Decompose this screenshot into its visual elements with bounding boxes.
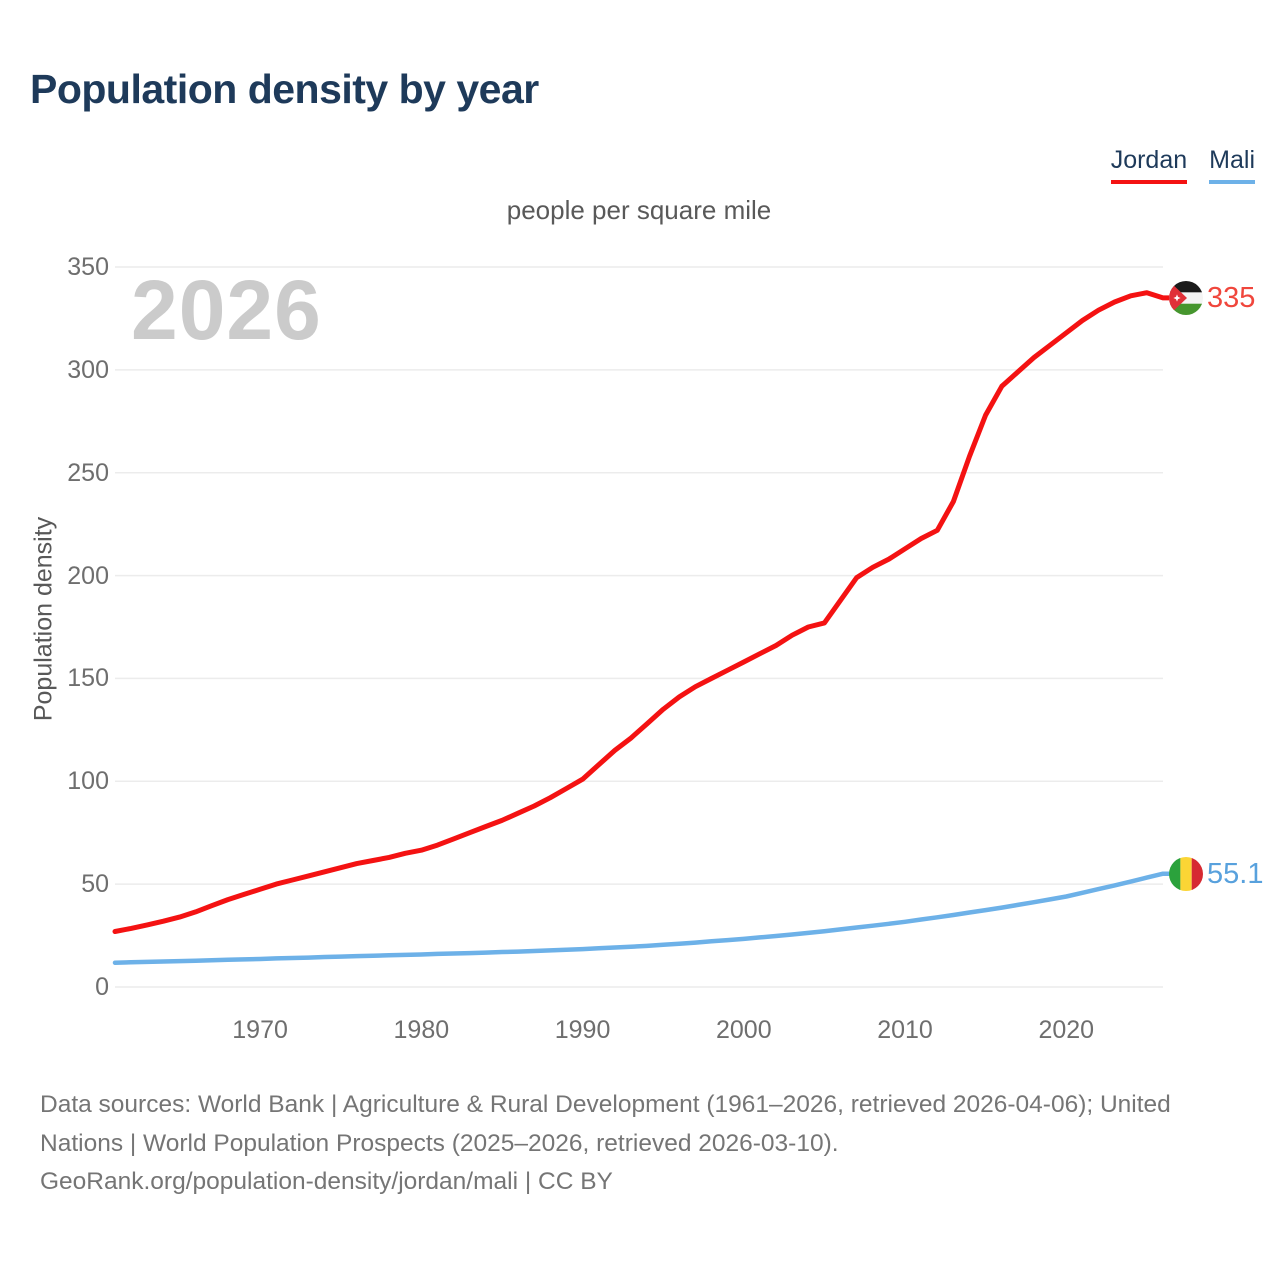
chart-subtitle: people per square mile — [506, 195, 772, 225]
y-tick-label: 200 — [67, 561, 109, 590]
page-title: Population density by year — [30, 66, 539, 112]
attribution-line: GeoRank.org/population-density/jordan/ma… — [40, 1168, 613, 1196]
legend-item-jordan[interactable]: Jordan — [1110, 146, 1188, 184]
x-tick-label: 1980 — [393, 1016, 450, 1044]
data-sources-line-2: Nations | World Population Prospects (20… — [40, 1129, 839, 1157]
data-sources-line-1: Data sources: World Bank | Agriculture &… — [40, 1091, 1171, 1118]
legend: Jordan Mali — [1110, 146, 1255, 184]
y-tick-label: 350 — [67, 253, 109, 281]
series-line-jordan — [112, 290, 1174, 934]
y-tick-label: 100 — [67, 767, 109, 796]
y-tick-label: 0 — [95, 973, 109, 1001]
y-tick-label: 300 — [67, 355, 109, 384]
x-tick-label: 1990 — [554, 1016, 611, 1044]
series-line-mali — [112, 871, 1174, 965]
jordan-value-label: 335 — [1207, 281, 1256, 314]
mali-flag-icon — [1169, 856, 1203, 891]
x-tick-label: 1970 — [232, 1016, 288, 1044]
x-tick-label: 2020 — [1038, 1016, 1095, 1044]
mali-value-label: 55.1 — [1207, 857, 1264, 890]
x-tick-label: 2010 — [877, 1016, 933, 1044]
y-tick-label: 150 — [67, 664, 109, 693]
y-tick-label: 250 — [67, 458, 109, 487]
x-tick-label: 2000 — [715, 1016, 772, 1044]
legend-item-mali[interactable]: Mali — [1209, 146, 1255, 184]
footer: Data sources: World Bank | Agriculture &… — [40, 1086, 1250, 1202]
jordan-flag-icon — [1169, 280, 1203, 315]
y-tick-label: 50 — [81, 870, 109, 899]
year-watermark: 2026 — [131, 263, 322, 357]
